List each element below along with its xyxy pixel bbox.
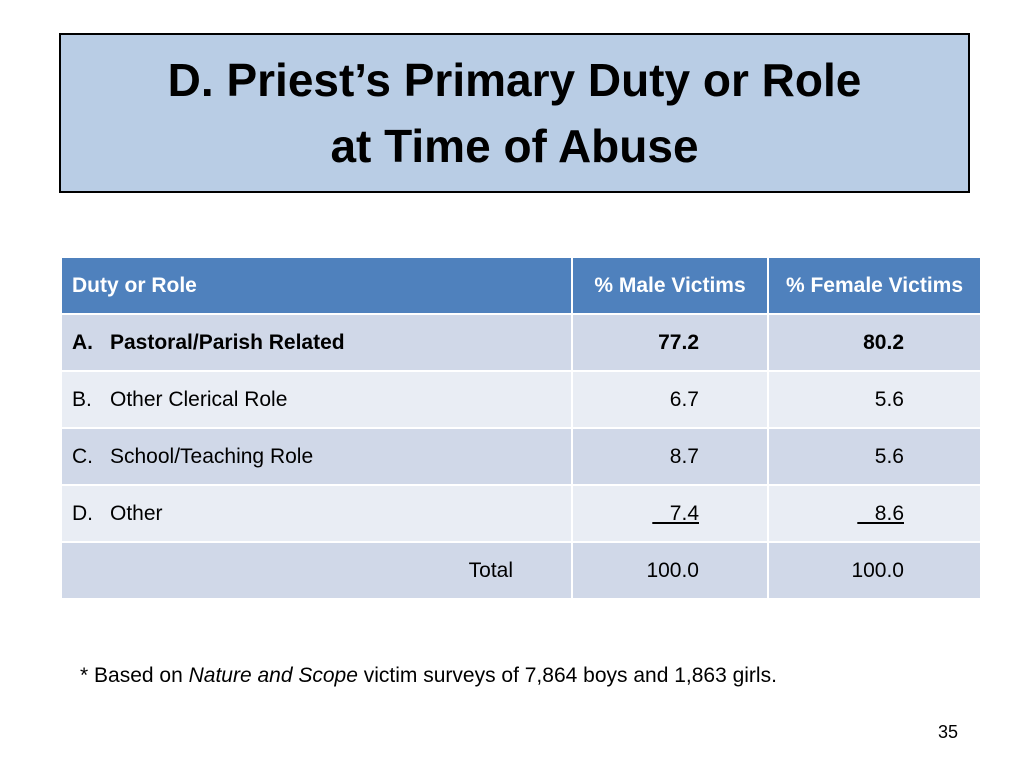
table-row: A. Pastoral/Parish Related 77.2 80.2 [60, 313, 982, 372]
role-cell: D. Other [60, 484, 573, 543]
female-value-underlined: 8.6 [857, 501, 904, 525]
role-label: School/Teaching Role [110, 444, 314, 468]
table-total-row: Total 100.0 100.0 [60, 541, 982, 600]
female-value: 80.2 [767, 313, 982, 372]
header-duty-or-role: Duty or Role [60, 256, 573, 315]
slide-title-line-1: D. Priest’s Primary Duty or Role [167, 54, 862, 106]
male-value: 7.4 [571, 484, 769, 543]
table-header-row: Duty or Role % Male Victims % Female Vic… [60, 256, 982, 315]
male-value: 6.7 [571, 370, 769, 429]
footnote-source-title: Nature and Scope [188, 664, 358, 687]
row-letter: B. [72, 387, 92, 411]
role-label: Pastoral/Parish Related [110, 330, 345, 354]
header-male-victims: % Male Victims [571, 256, 769, 315]
table-row: D. Other 7.4 8.6 [60, 484, 982, 543]
slide-title-line-2: at Time of Abuse [330, 120, 699, 172]
female-value: 5.6 [767, 370, 982, 429]
male-value: 77.2 [571, 313, 769, 372]
row-letter: C. [72, 444, 93, 468]
male-value: 8.7 [571, 427, 769, 486]
role-label: Other [110, 501, 163, 525]
row-letter: A. [72, 330, 93, 354]
total-label: Total [60, 541, 573, 600]
footnote: * Based on Nature and Scope victim surve… [80, 664, 777, 688]
role-label: Other Clerical Role [110, 387, 288, 411]
role-cell: C. School/Teaching Role [60, 427, 573, 486]
total-male-value: 100.0 [571, 541, 769, 600]
row-letter: D. [72, 501, 93, 525]
table-row: B. Other Clerical Role 6.7 5.6 [60, 370, 982, 429]
page-number: 35 [938, 722, 959, 742]
female-value: 5.6 [767, 427, 982, 486]
female-value: 8.6 [767, 484, 982, 543]
role-cell: B. Other Clerical Role [60, 370, 573, 429]
role-cell: A. Pastoral/Parish Related [60, 313, 573, 372]
duty-role-table: Duty or Role % Male Victims % Female Vic… [60, 256, 982, 600]
footnote-prefix: * Based on [80, 664, 189, 687]
total-female-value: 100.0 [767, 541, 982, 600]
header-female-victims: % Female Victims [767, 256, 982, 315]
footnote-suffix: victim surveys of 7,864 boys and 1,863 g… [357, 664, 777, 687]
title-box: D. Priest’s Primary Duty or Role at Time… [59, 33, 970, 193]
table-row: C. School/Teaching Role 8.7 5.6 [60, 427, 982, 486]
male-value-underlined: 7.4 [652, 501, 699, 525]
